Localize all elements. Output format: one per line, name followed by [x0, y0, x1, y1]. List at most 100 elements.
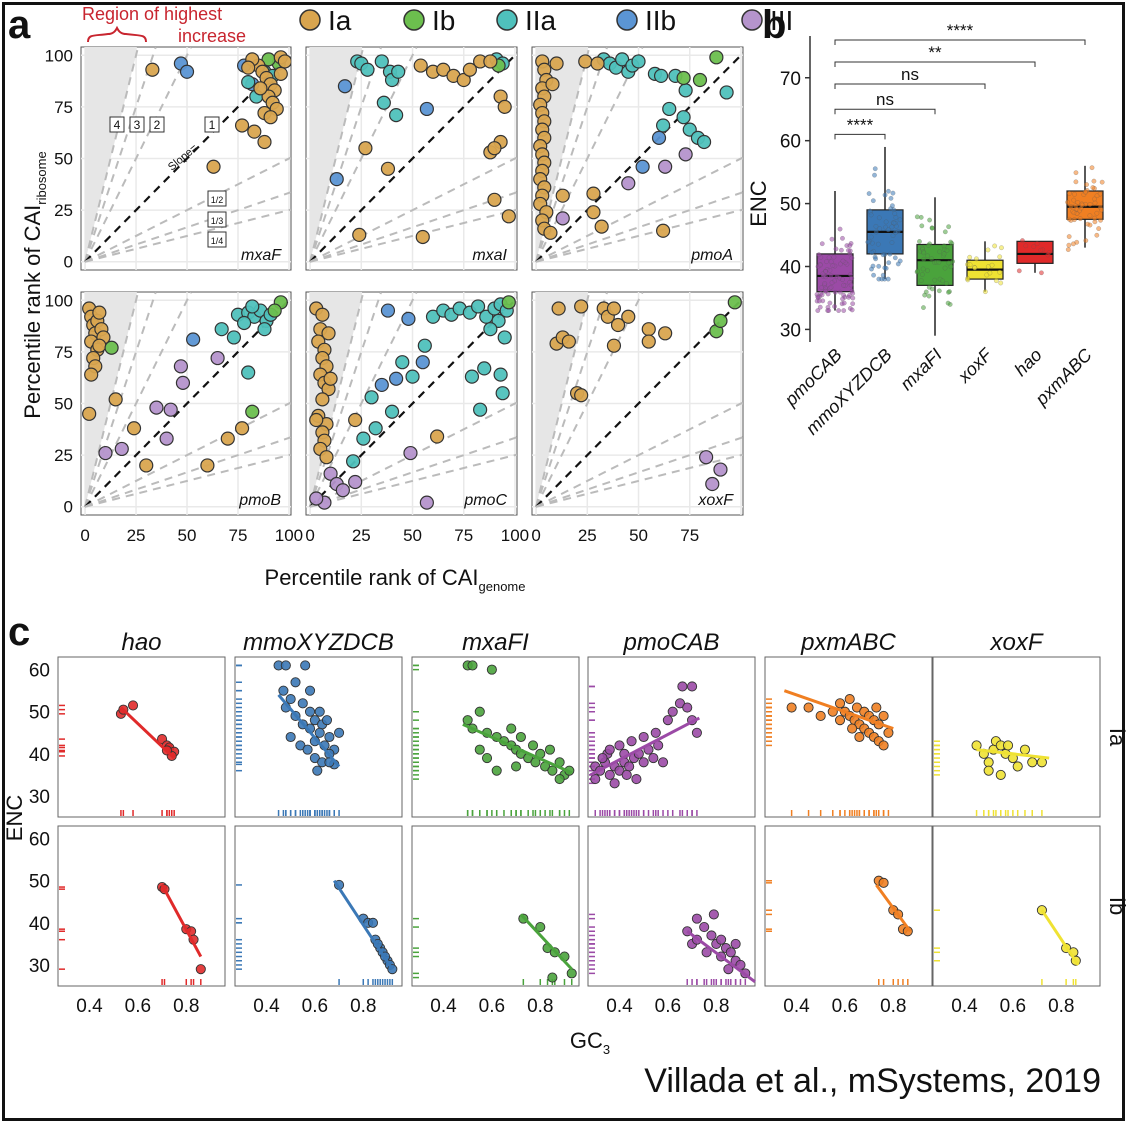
data-point-IIa [245, 299, 260, 314]
jitter-point [891, 220, 897, 226]
jitter-point [1065, 247, 1071, 253]
data-point-III [163, 402, 178, 417]
jitter-point [885, 276, 891, 282]
jitter-point [940, 278, 945, 284]
data-point [604, 769, 615, 780]
slope-label: 2 [154, 118, 161, 132]
data-point-Ia [586, 186, 601, 201]
legend-marker-IIb [616, 9, 638, 31]
jitter-point [882, 265, 888, 271]
data-point-Ia [348, 412, 363, 428]
data-point-Ia [658, 326, 673, 341]
data-point [597, 753, 608, 764]
panel-letter-c: c [8, 610, 30, 654]
jitter-point [1083, 238, 1089, 244]
jitter-point [823, 274, 829, 280]
data-point-Ia [555, 188, 570, 203]
data-point [547, 765, 558, 776]
jitter-point [882, 192, 888, 198]
jitter-point [889, 203, 895, 209]
jitter-point [1087, 213, 1093, 219]
x-tick-label: 75 [229, 526, 248, 545]
data-point-Ia [82, 406, 97, 421]
slope-line [84, 401, 291, 508]
data-point [667, 706, 678, 717]
jitter-point [828, 259, 834, 265]
x-tick-label: 0.6 [832, 996, 858, 1017]
jitter-point [992, 243, 998, 249]
data-point [535, 922, 546, 933]
jitter-point [984, 272, 990, 278]
data-point [566, 968, 577, 979]
jitter-point [870, 198, 876, 204]
slope-label: 1/3 [211, 216, 224, 226]
legend-marker-IIa [496, 9, 518, 31]
strip-label-pmoCAB: pmoCAB [622, 629, 719, 656]
jitter-point [918, 278, 924, 283]
data-point-Ia [145, 62, 160, 77]
facet-label: pmoB [238, 492, 281, 509]
category-label: mmoXYZDCB [802, 345, 896, 439]
data-point [803, 702, 814, 713]
regression-line [119, 706, 176, 760]
jitter-point [827, 300, 833, 306]
data-point-Ia [462, 62, 477, 77]
data-point-Ib [245, 404, 260, 419]
category-label: xoxF [953, 344, 996, 387]
jitter-point [819, 292, 825, 298]
data-point-IIb [415, 355, 430, 370]
jitter-point [848, 282, 854, 288]
jitter-point [837, 226, 843, 232]
x-tick-label: 0.8 [703, 996, 729, 1017]
data-point-IIa [696, 134, 712, 150]
data-point [638, 757, 649, 768]
slope-label: 3 [134, 118, 141, 132]
y-axis-title-a: Percentile rank of CAIribosome [20, 151, 49, 418]
slope-line [84, 47, 140, 262]
legend-marker-Ib [403, 9, 425, 31]
data-point [871, 702, 882, 713]
slope-line [535, 292, 609, 508]
jitter-point [993, 278, 999, 284]
data-point-III [403, 445, 418, 461]
data-point-IIb [635, 159, 650, 174]
y-tick-label: 50 [54, 150, 73, 169]
jitter-point [1031, 244, 1037, 250]
data-point-IIa [417, 338, 432, 353]
data-point-Ia [606, 301, 622, 316]
x-tick-label: 0.6 [302, 996, 328, 1017]
data-point-IIb [186, 332, 201, 347]
jitter-point [822, 288, 828, 294]
jitter-point [1094, 193, 1100, 199]
data-point-IIa [241, 75, 256, 90]
data-point [815, 710, 826, 721]
jitter-point [887, 251, 893, 257]
x-tick-label: 0.8 [173, 996, 199, 1017]
facet-label: pmoC [463, 492, 507, 509]
data-point [314, 727, 325, 738]
jitter-point [847, 243, 853, 249]
data-point [544, 744, 556, 755]
data-point [1019, 744, 1031, 755]
x-tick-label: 50 [403, 526, 422, 545]
jitter-point [1089, 165, 1095, 171]
annotation-line1: Region of highest [82, 4, 222, 24]
jitter-point [1096, 226, 1102, 232]
data-point-Ia [263, 110, 278, 125]
x-tick-label: 25 [578, 526, 597, 545]
jitter-point [1023, 243, 1029, 249]
data-point-Ia [545, 77, 560, 92]
regression-line [976, 748, 1050, 760]
jitter-point [888, 195, 894, 201]
data-point [527, 740, 539, 751]
y-tick-label: 40 [29, 914, 50, 935]
significance-label: ns [901, 65, 919, 84]
jitter-point [869, 266, 874, 272]
data-point [334, 727, 345, 738]
jitter-point [1099, 207, 1104, 213]
jitter-point [819, 241, 825, 247]
jitter-point [1045, 252, 1051, 258]
data-point [474, 744, 485, 755]
slope-label: 1/2 [211, 195, 224, 205]
data-point-IIb [329, 172, 344, 187]
